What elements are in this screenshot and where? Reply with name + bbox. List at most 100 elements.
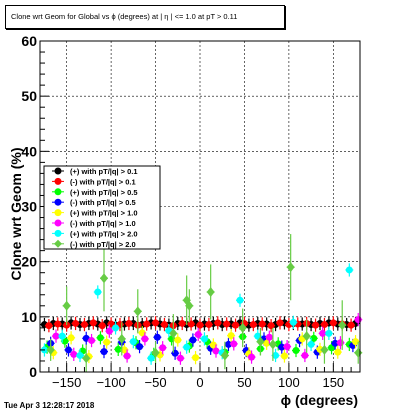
data-point bbox=[263, 339, 271, 347]
data-point bbox=[301, 351, 309, 359]
legend-box bbox=[43, 165, 161, 250]
legend-marker bbox=[54, 229, 62, 237]
data-point bbox=[192, 354, 200, 362]
x-tick-label: 50 bbox=[237, 375, 251, 390]
data-point bbox=[267, 322, 275, 330]
data-point bbox=[169, 328, 178, 339]
data-point bbox=[112, 324, 120, 332]
data-point bbox=[138, 329, 146, 337]
legend-marker bbox=[54, 219, 62, 227]
data-point bbox=[159, 344, 167, 352]
legend-marker bbox=[54, 198, 62, 206]
timestamp: Tue Apr 3 12:28:17 2018 bbox=[4, 401, 95, 410]
data-point bbox=[334, 348, 342, 356]
legend-marker bbox=[54, 239, 62, 248]
data-point bbox=[153, 333, 161, 341]
data-point bbox=[338, 320, 347, 331]
data-point bbox=[96, 334, 104, 342]
data-point bbox=[336, 339, 344, 347]
data-point bbox=[236, 296, 244, 304]
data-point bbox=[320, 344, 329, 355]
data-point bbox=[289, 318, 297, 326]
data-point bbox=[123, 352, 131, 360]
legend: (+) with pT/|q| > 0.1(-) with pT/|q| > 0… bbox=[43, 165, 161, 250]
data-point bbox=[125, 319, 133, 327]
data-point bbox=[320, 321, 328, 329]
data-point bbox=[325, 329, 333, 337]
data-point bbox=[256, 336, 265, 347]
data-point bbox=[292, 346, 300, 354]
legend-label: (+) with pT/|q| > 1.0 bbox=[70, 209, 138, 218]
data-point bbox=[319, 329, 327, 337]
data-point bbox=[209, 341, 217, 349]
data-point bbox=[189, 336, 197, 344]
data-point bbox=[147, 354, 155, 362]
legend-label: (-) with pT/|q| > 0.5 bbox=[70, 198, 136, 207]
data-point bbox=[214, 319, 222, 327]
data-point bbox=[249, 321, 257, 329]
legend-label: (-) with pT/|q| > 0.1 bbox=[70, 177, 136, 186]
data-point bbox=[62, 300, 71, 311]
data-point bbox=[120, 346, 128, 354]
data-point bbox=[105, 327, 113, 335]
data-point bbox=[67, 334, 75, 342]
data-point bbox=[194, 330, 202, 338]
x-tick-label: −150 bbox=[52, 375, 81, 390]
data-point bbox=[52, 332, 60, 340]
data-point bbox=[272, 351, 280, 359]
data-point bbox=[114, 345, 122, 353]
data-point bbox=[223, 320, 231, 328]
data-point bbox=[143, 320, 151, 328]
data-point bbox=[136, 343, 144, 351]
data-point bbox=[94, 288, 102, 296]
y-tick-label: 0 bbox=[29, 364, 37, 380]
x-tick-label: −100 bbox=[96, 375, 125, 390]
data-point bbox=[76, 351, 84, 359]
x-axis-label: ϕ (degrees) bbox=[281, 392, 358, 408]
data-point bbox=[183, 343, 191, 351]
data-point bbox=[54, 320, 62, 328]
data-point bbox=[248, 353, 256, 361]
data-point bbox=[345, 266, 353, 274]
data-point bbox=[206, 287, 215, 298]
data-point bbox=[200, 335, 208, 343]
y-tick-label: 10 bbox=[21, 309, 37, 325]
y-tick-label: 50 bbox=[21, 88, 37, 104]
data-point bbox=[212, 347, 220, 355]
legend-label: (+) with pT/|q| > 0.1 bbox=[70, 167, 138, 176]
data-point bbox=[280, 352, 288, 360]
x-tick-label: 100 bbox=[278, 375, 300, 390]
data-point bbox=[182, 295, 191, 306]
data-point bbox=[230, 340, 238, 348]
x-tick-label: 0 bbox=[196, 375, 203, 390]
data-point bbox=[70, 350, 78, 358]
legend-label: (+) with pT/|q| > 2.0 bbox=[70, 229, 138, 238]
legend-label: (-) with pT/|q| > 2.0 bbox=[70, 240, 136, 249]
data-point bbox=[178, 319, 186, 327]
y-tick-label: 30 bbox=[21, 199, 37, 215]
data-point bbox=[151, 347, 160, 358]
data-point bbox=[171, 349, 179, 357]
data-point bbox=[329, 319, 337, 327]
data-point bbox=[89, 319, 97, 327]
data-point bbox=[98, 322, 106, 330]
data-point bbox=[307, 340, 315, 348]
data-point bbox=[220, 350, 229, 361]
data-point bbox=[117, 333, 126, 344]
data-point bbox=[46, 344, 55, 355]
data-point bbox=[160, 321, 168, 329]
data-point bbox=[80, 321, 88, 329]
data-point bbox=[141, 335, 149, 343]
data-point bbox=[45, 322, 53, 330]
chart-title: Clone wrt Geom for Global vs ϕ (degrees)… bbox=[5, 5, 285, 29]
data-point bbox=[238, 322, 247, 333]
legend-marker bbox=[54, 188, 62, 196]
data-point bbox=[347, 321, 355, 329]
data-point bbox=[174, 336, 182, 344]
data-point bbox=[100, 348, 108, 356]
data-point bbox=[276, 319, 284, 327]
data-point bbox=[268, 339, 277, 350]
data-point bbox=[310, 334, 318, 342]
